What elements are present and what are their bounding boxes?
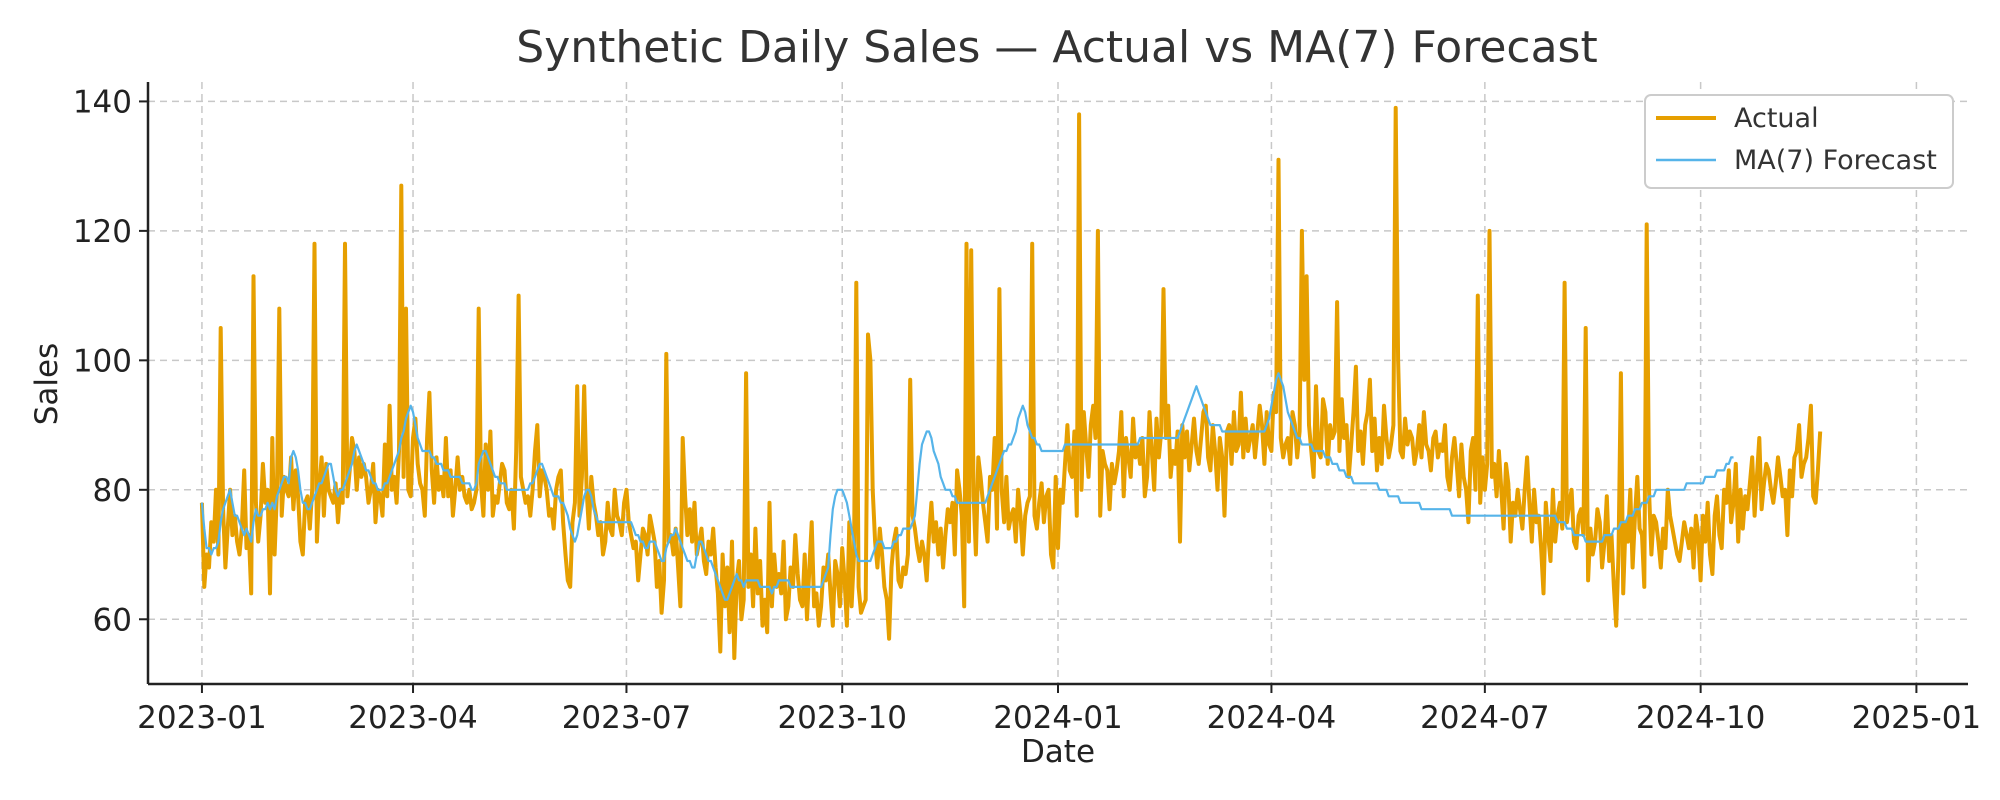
series-line-forecast	[200, 372, 1734, 601]
x-tick-label: 2023-07	[562, 700, 692, 736]
y-tick-label: 100	[73, 343, 132, 379]
tick-labels: 60 80 100 120 140 2023-01 2023-04 2023-07 2023-1…	[73, 84, 1981, 736]
legend-label-forecast: MA(7) Forecast	[1734, 145, 1937, 176]
x-tick-label: 2024-04	[1207, 700, 1337, 736]
series-line-actual	[199, 105, 1823, 661]
x-tick-label: 2024-07	[1420, 700, 1550, 736]
y-tick-label: 120	[73, 214, 132, 250]
y-axis-label: Sales	[29, 343, 65, 426]
series-lines	[199, 105, 1823, 661]
x-tick-label: 2023-10	[777, 700, 907, 736]
y-tick-label: 60	[93, 602, 132, 638]
x-tick-label: 2023-01	[137, 700, 267, 736]
legend-label-actual: Actual	[1734, 103, 1819, 134]
legend: Actual MA(7) Forecast	[1644, 94, 1954, 189]
x-tick-label: 2024-10	[1636, 700, 1766, 736]
y-tick-label: 80	[93, 473, 132, 509]
x-tick-label: 2023-04	[348, 700, 478, 736]
chart-title: Synthetic Daily Sales — Actual vs MA(7) …	[516, 22, 1597, 73]
legend-box	[1644, 94, 1954, 189]
x-tick-label: 2024-01	[993, 700, 1123, 736]
x-tick-label: 2025-01	[1852, 700, 1982, 736]
x-axis-label: Date	[1021, 734, 1095, 770]
y-tick-label: 140	[73, 84, 132, 120]
